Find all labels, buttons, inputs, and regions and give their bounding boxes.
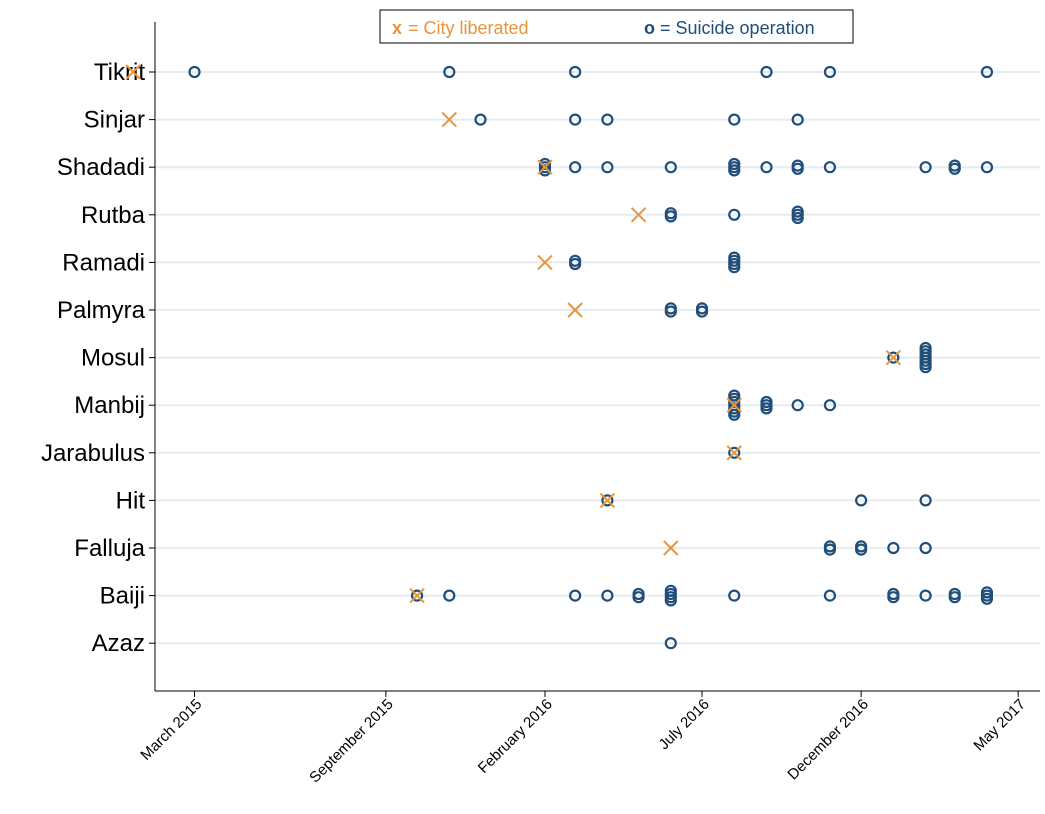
- suicide-operation-point-hit: [919, 494, 932, 507]
- suicide-operation-point-shadadi: [569, 161, 582, 174]
- legend-suicide-label: = Suicide operation: [660, 18, 815, 38]
- suicide-operation-point-tikrit: [823, 65, 837, 79]
- x-tick-label-february-2016: February 2016: [475, 696, 556, 777]
- suicide-operation-point-baiji: [632, 591, 645, 604]
- y-label-shadadi: Shadadi: [57, 154, 145, 181]
- city-liberated-point-mosul: [885, 349, 902, 366]
- x-tick-label-december-2016: December 2016: [784, 696, 871, 783]
- y-axis-labels: Tikrit Sinjar Shadadi Rutba Ramadi Palmyra Mos…: [41, 59, 146, 657]
- y-label-sinjar: Sinjar: [84, 107, 145, 134]
- suicide-operation-point-sinjar: [728, 113, 741, 126]
- suicide-operation-point-baiji: [948, 591, 961, 604]
- suicide-operation-point-shadadi: [538, 164, 552, 177]
- suicide-operation-point-ramadi: [569, 257, 582, 271]
- suicide-operation-point-azaz: [664, 637, 677, 650]
- x-tick-label-july-2016: July 2016: [655, 696, 712, 753]
- suicide-operation-point-shadadi: [980, 161, 994, 174]
- suicide-operation-point-baiji: [664, 594, 677, 607]
- suicide-operation-point-manbij: [823, 399, 837, 412]
- suicide-operation-point-baiji: [443, 589, 456, 602]
- suicide-operation-point-baiji: [601, 589, 614, 602]
- suicide-operation-point-baiji: [887, 591, 900, 604]
- suicide-operation-point-baiji: [569, 589, 582, 602]
- suicide-operation-point-sinjar: [569, 113, 582, 126]
- legend-suicide-symbol: o: [644, 18, 655, 38]
- gridlines: [149, 71, 1040, 645]
- suicide-operation-point-mosul: [919, 361, 932, 374]
- suicide-operation-point-sinjar: [791, 113, 804, 126]
- suicide-operation-point-sinjar: [601, 113, 614, 126]
- suicide-operation-point-rutba: [728, 208, 741, 221]
- plot-marks: [125, 64, 994, 650]
- city-liberated-point-baiji: [409, 587, 425, 604]
- legend-liberated-symbol: x: [392, 18, 402, 38]
- y-label-palmyra: Palmyra: [57, 297, 146, 324]
- suicide-operation-point-palmyra: [695, 305, 709, 318]
- city-liberated-point-manbij: [726, 397, 742, 413]
- suicide-operation-point-sinjar: [474, 113, 487, 126]
- suicide-operation-point-manbij: [760, 402, 773, 415]
- suicide-operation-point-shadadi: [948, 162, 961, 175]
- suicide-operation-point-hit: [601, 494, 614, 507]
- suicide-operation-point-shadadi: [823, 161, 837, 174]
- suicide-operation-point-palmyra: [664, 305, 677, 318]
- suicide-operation-point-baiji: [919, 589, 932, 602]
- suicide-operation-point-baiji: [823, 589, 837, 602]
- suicide-operation-point-baiji: [728, 589, 741, 602]
- city-liberated-point-tikrit: [125, 64, 141, 80]
- x-tick-label-may-2017: May 2017: [970, 696, 1029, 755]
- suicide-operation-point-falluja: [919, 541, 932, 555]
- suicide-operation-point-jarabulus: [728, 446, 741, 459]
- suicide-operation-point-hit: [855, 494, 868, 507]
- y-label-mosul: Mosul: [81, 345, 145, 372]
- suicide-operation-point-tikrit: [760, 65, 773, 79]
- y-label-tikrit: Tikrit: [94, 59, 145, 86]
- legend-liberated-label: = City liberated: [408, 18, 529, 38]
- city-liberated-point-hit: [599, 492, 616, 509]
- suicide-operation-point-shadadi: [919, 161, 932, 174]
- legend: x = City liberated o = Suicide operation: [379, 9, 854, 44]
- y-label-baiji: Baiji: [100, 583, 145, 610]
- suicide-operation-point-falluja: [887, 541, 900, 555]
- suicide-operation-point-manbij: [728, 408, 741, 421]
- suicide-operation-point-tikrit: [188, 65, 201, 79]
- suicide-operation-point-falluja: [855, 543, 868, 556]
- y-label-azaz: Azaz: [92, 630, 145, 657]
- y-label-manbij: Manbij: [74, 392, 145, 419]
- x-tick-label-march-2015: March 2015: [137, 696, 205, 764]
- axes: [154, 22, 1040, 692]
- suicide-operation-point-tikrit: [569, 65, 582, 79]
- suicide-operation-point-ramadi: [728, 261, 741, 274]
- suicide-operation-point-shadadi: [664, 161, 677, 174]
- city-liberated-point-falluja: [663, 540, 679, 556]
- suicide-operation-point-baiji: [410, 589, 424, 602]
- suicide-operation-point-rutba: [664, 210, 677, 223]
- suicide-operation-point-tikrit: [443, 65, 456, 79]
- suicide-operation-point-tikrit: [980, 65, 994, 79]
- city-liberated-point-ramadi: [537, 254, 553, 271]
- suicide-operation-point-mosul: [887, 351, 900, 364]
- suicide-operation-point-shadadi: [791, 162, 804, 175]
- suicide-operation-point-falluja: [823, 543, 837, 556]
- city-liberated-point-palmyra: [567, 302, 583, 318]
- x-tick-label-september-2015: September 2015: [306, 696, 396, 786]
- y-label-jarabulus: Jarabulus: [41, 440, 145, 467]
- x-axis-ticks: March 2015 September 2015 February 2016 Jul…: [137, 691, 1029, 786]
- suicide-operation-point-rutba: [791, 211, 804, 225]
- y-label-hit: Hit: [116, 487, 146, 514]
- city-liberated-point-sinjar: [441, 111, 458, 128]
- suicide-operation-point-shadadi: [601, 161, 614, 174]
- suicide-operation-point-shadadi: [728, 164, 741, 177]
- y-label-ramadi: Ramadi: [62, 249, 145, 276]
- legend-box: [379, 9, 854, 44]
- suicide-operation-point-manbij: [791, 399, 804, 412]
- suicide-operation-point-shadadi: [760, 161, 773, 174]
- city-liberated-point-jarabulus: [726, 445, 742, 461]
- city-liberated-point-shadadi: [537, 159, 553, 175]
- suicide-operation-point-baiji: [980, 592, 994, 605]
- y-label-rutba: Rutba: [81, 202, 146, 229]
- y-label-falluja: Falluja: [74, 535, 145, 562]
- city-liberated-point-rutba: [630, 207, 647, 223]
